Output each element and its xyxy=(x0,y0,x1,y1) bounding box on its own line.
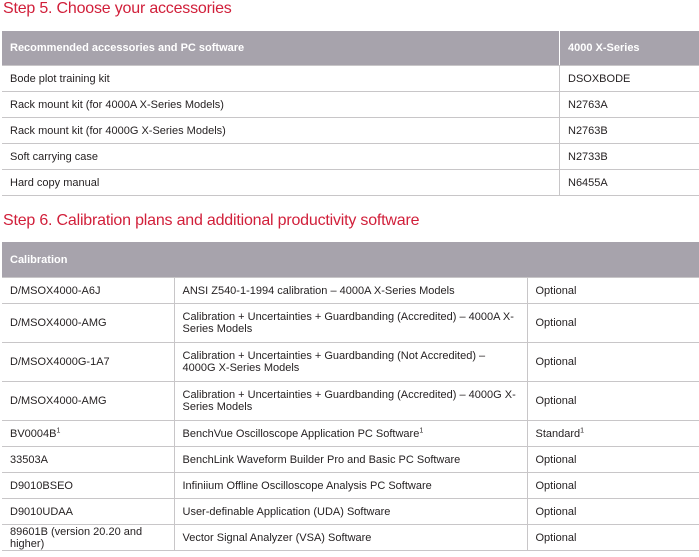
model-number: D9010BSEO xyxy=(2,472,175,499)
table-row: D/MSOX4000G-1A7 Calibration + Uncertaint… xyxy=(2,342,699,382)
accessories-header-row: Recommended accessories and PC software … xyxy=(2,31,699,66)
series-column-header: 4000 X-Series xyxy=(559,31,699,66)
accessory-name: Rack mount kit (for 4000G X-Series Model… xyxy=(2,117,560,144)
accessory-part-number: N2733B xyxy=(559,143,699,170)
table-row: D9010UDAA User-definable Application (UD… xyxy=(2,498,699,525)
availability: Standard1 xyxy=(527,420,699,447)
accessory-part-number: DSOXBODE xyxy=(559,65,699,92)
table-row: Rack mount kit (for 4000A X-Series Model… xyxy=(2,91,699,118)
calibration-header-row: Calibration xyxy=(2,242,699,278)
calibration-header: Calibration xyxy=(2,242,699,278)
accessory-name: Hard copy manual xyxy=(2,169,560,196)
description: Calibration + Uncertainties + Guardbandi… xyxy=(174,381,528,421)
model-number: D/MSOX4000-AMG xyxy=(2,303,175,343)
accessory-name: Bode plot training kit xyxy=(2,65,560,92)
table-row: Rack mount kit (for 4000G X-Series Model… xyxy=(2,117,699,144)
description: BenchVue Oscilloscope Application PC Sof… xyxy=(174,420,528,447)
accessory-name-text: Rack mount kit (for 4000A X-Series Model… xyxy=(10,98,224,111)
step6-title: Step 6. Calibration plans and additional… xyxy=(3,212,420,229)
accessories-table: Recommended accessories and PC software … xyxy=(2,31,699,196)
availability: Optional xyxy=(527,472,699,499)
accessory-part-number: N6455A xyxy=(559,169,699,196)
description: Vector Signal Analyzer (VSA) Software xyxy=(174,524,528,551)
accessories-column-header: Recommended accessories and PC software xyxy=(2,31,560,66)
description: Calibration + Uncertainties + Guardbandi… xyxy=(174,303,528,343)
table-row: D/MSOX4000-AMG Calibration + Uncertainti… xyxy=(2,381,699,421)
footnote-marker: 1 xyxy=(580,426,585,434)
accessory-part-number: N2763A xyxy=(559,91,699,118)
model-number: 89601B (version 20.20 and higher) xyxy=(2,524,175,551)
accessory-name: Rack mount kit (for 4000A X-Series Model… xyxy=(2,91,560,118)
table-row: D9010BSEO Infiniium Offline Oscilloscope… xyxy=(2,472,699,499)
model-number: D/MSOX4000-A6J xyxy=(2,277,175,304)
table-row: Soft carrying case N2733B xyxy=(2,143,699,170)
accessory-name-text: Rack mount kit (for 4000G X-Series Model… xyxy=(10,124,226,137)
description: Infiniium Offline Oscilloscope Analysis … xyxy=(174,472,528,499)
table-row: 89601B (version 20.20 and higher) Vector… xyxy=(2,524,699,551)
table-row: 33503A BenchLink Waveform Builder Pro an… xyxy=(2,446,699,473)
table-row: Bode plot training kit DSOXBODE xyxy=(2,65,699,92)
availability: Optional xyxy=(527,277,699,304)
model-number: D/MSOX4000G-1A7 xyxy=(2,342,175,382)
availability: Optional xyxy=(527,498,699,525)
availability: Optional xyxy=(527,381,699,421)
accessory-part-number: N2763B xyxy=(559,117,699,144)
model-number: D9010UDAA xyxy=(2,498,175,525)
availability: Optional xyxy=(527,342,699,382)
footnote-marker: 1 xyxy=(419,426,424,434)
description: Calibration + Uncertainties + Guardbandi… xyxy=(174,342,528,382)
model-number: BV0004B1 xyxy=(2,420,175,447)
description: User-definable Application (UDA) Softwar… xyxy=(174,498,528,525)
availability-text: Standard xyxy=(535,427,581,440)
model-number-text: BV0004B xyxy=(10,427,57,440)
description: BenchLink Waveform Builder Pro and Basic… xyxy=(174,446,528,473)
description-text: BenchVue Oscilloscope Application PC Sof… xyxy=(182,427,420,440)
accessory-name: Soft carrying case xyxy=(2,143,560,170)
availability: Optional xyxy=(527,303,699,343)
table-row: D/MSOX4000-A6J ANSI Z540-1-1994 calibrat… xyxy=(2,277,699,304)
calibration-table: Calibration D/MSOX4000-A6J ANSI Z540-1-1… xyxy=(2,242,699,551)
step5-title: Step 5. Choose your accessories xyxy=(3,0,232,17)
table-row: D/MSOX4000-AMG Calibration + Uncertainti… xyxy=(2,303,699,343)
model-number: D/MSOX4000-AMG xyxy=(2,381,175,421)
table-row: Hard copy manual N6455A xyxy=(2,169,699,196)
availability: Optional xyxy=(527,524,699,551)
footnote-marker: 1 xyxy=(56,426,61,434)
table-row: BV0004B1 BenchVue Oscilloscope Applicati… xyxy=(2,420,699,447)
description: ANSI Z540-1-1994 calibration – 4000A X-S… xyxy=(174,277,528,304)
model-number: 33503A xyxy=(2,446,175,473)
availability: Optional xyxy=(527,446,699,473)
